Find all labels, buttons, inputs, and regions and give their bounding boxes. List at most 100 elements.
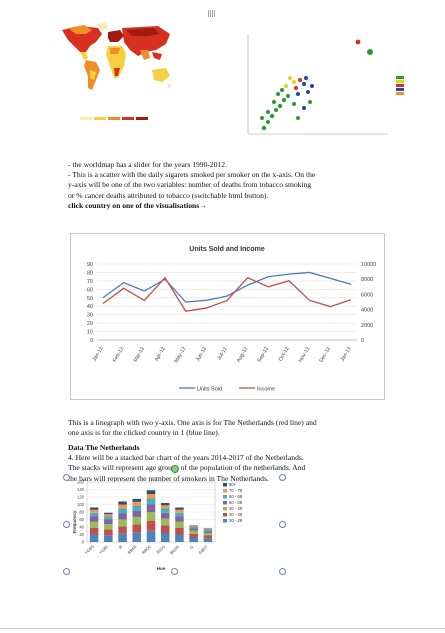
map-legend [80,117,148,120]
bar-segment [203,530,213,532]
bar-legend-swatch [223,513,227,517]
y-tick-right: 2000 [361,323,373,329]
bar-x-tick: B100 [155,544,166,555]
bar-segment [118,501,127,505]
y-tick-right: 8000 [361,277,373,283]
x-tick-label: Jan-12 [92,346,105,363]
bar-legend-swatch [223,507,227,511]
bar-segment [175,507,184,510]
bar-legend-swatch [223,489,227,493]
bar-x-axis-label: Hue [157,566,166,571]
bar-x-tick: G85Y [197,544,208,555]
bar-segment [132,532,142,542]
bar-segment [160,503,170,506]
bar-segment [89,516,99,522]
bar-y-tick: 20 [79,532,84,537]
bar-segment [89,527,99,535]
y-tick-left: 0 [90,338,93,344]
resize-handle-top-right[interactable] [279,474,286,481]
bar-segment [203,533,213,536]
bar-segment [118,533,127,542]
y-tick-left: 60 [87,287,93,293]
bar-segment [189,537,198,542]
x-tick-label: Dec-12 [319,346,333,364]
bar-segment [189,528,198,531]
resize-handle-right[interactable] [279,521,286,528]
bar-y-tick: 0 [82,540,85,545]
resize-handle-top-left[interactable] [63,474,70,481]
x-tick-label: Nov-12 [298,346,312,364]
units-income-line-chart: Units Sold and Income 0 10 20 30 40 50 60 70 80 9… [70,233,385,400]
resize-handle-left[interactable] [63,521,70,528]
x-tick-label: Aug-12 [236,346,250,364]
y-tick-right: 0 [361,338,364,344]
world-map-image[interactable] [58,22,173,97]
y-tick-left: 50 [87,296,93,302]
resize-handle-bottom[interactable] [171,568,178,575]
bar-segment [160,525,170,533]
x-tick-label: Jun-12 [195,346,208,363]
description-paragraph-1: - the worldmap has a slider for the year… [68,160,383,211]
bar-segment [132,516,142,525]
bar-legend-label: 70 - 79 [229,488,243,493]
bar-segment [189,527,198,529]
x-tick-label: Feb-12 [112,346,125,363]
legend-label-units: Units Sold [197,387,222,393]
bar-segment [146,530,156,542]
bar-y-tick: 60 [79,517,84,522]
resize-handle-bottom-right[interactable] [279,568,286,575]
bar-legend-swatch [223,495,227,499]
y-tick-right: 6000 [361,292,373,298]
bar-segment [132,505,142,511]
bar-y-tick: 100 [77,502,85,507]
stacked-bar-chart[interactable]: 0 20 40 60 80 100 120 140 160 YG85 YG80 B RB65 RB00 B1… [67,476,283,572]
bar-segment [160,505,170,509]
bar-legend-label: 20 - 29 [229,518,243,523]
bar-segment [104,529,113,536]
bar-segment [146,498,156,505]
text-line: the bars will represent the number of sm… [68,473,269,483]
rotate-handle[interactable] [171,465,179,473]
bar-x-tick: RB00 [141,544,152,555]
y-tick-left: 70 [87,279,93,285]
description-paragraph-2: This is a linegraph with two y-axis. One… [68,418,383,438]
bar-y-tick: 140 [77,487,85,492]
bar-y-axis-label: Frequency [72,510,77,533]
y-tick-left: 20 [87,321,93,327]
instruction-line: click country on one of the visualisatio… [68,200,207,210]
bar-segment [132,501,142,506]
series-line-units-sold [102,271,352,303]
text-line: This is a linegraph with two y-axis. One… [68,418,317,427]
resize-handle-bottom-left[interactable] [63,568,70,575]
bar-legend-swatch [223,501,227,505]
bar-segment [89,534,99,542]
y-tick-left: 10 [87,330,93,336]
anchor-mark-icon [208,10,216,18]
bar-legend-label: 80+ [229,482,237,487]
text-line: or % cancer deaths attributed to tobacco… [68,190,269,200]
bar-segment [89,512,99,517]
bar-segment [175,512,184,517]
bar-y-tick: 120 [77,495,85,500]
bar-segment [175,527,184,535]
x-tick-label: Jul-12 [216,346,228,361]
bar-x-tick: BG00 [169,544,181,556]
bar-segment [104,519,113,524]
x-tick-label: Mar-12 [133,346,146,363]
bar-segment [118,519,127,527]
bar-segment [118,526,127,534]
x-tick-label: Sep-12 [257,346,271,364]
bar-segment [104,524,113,530]
bar-x-tick: B [118,544,124,550]
bar-legend-label: 30 - 39 [229,512,243,517]
bar-segment [175,534,184,542]
text-line: one axis is for the clicked country in 1… [68,428,220,438]
bar-segment [89,507,99,510]
description-paragraph-3: Data The Netherlands 4. Here will be a s… [68,443,383,484]
bar-x-tick: YG80 [98,544,110,556]
y-tick-left: 90 [87,262,93,268]
scatter-plot-image[interactable] [238,24,438,144]
legend-label-income: Income [257,387,275,393]
bar-x-tick: YG85 [84,544,96,556]
